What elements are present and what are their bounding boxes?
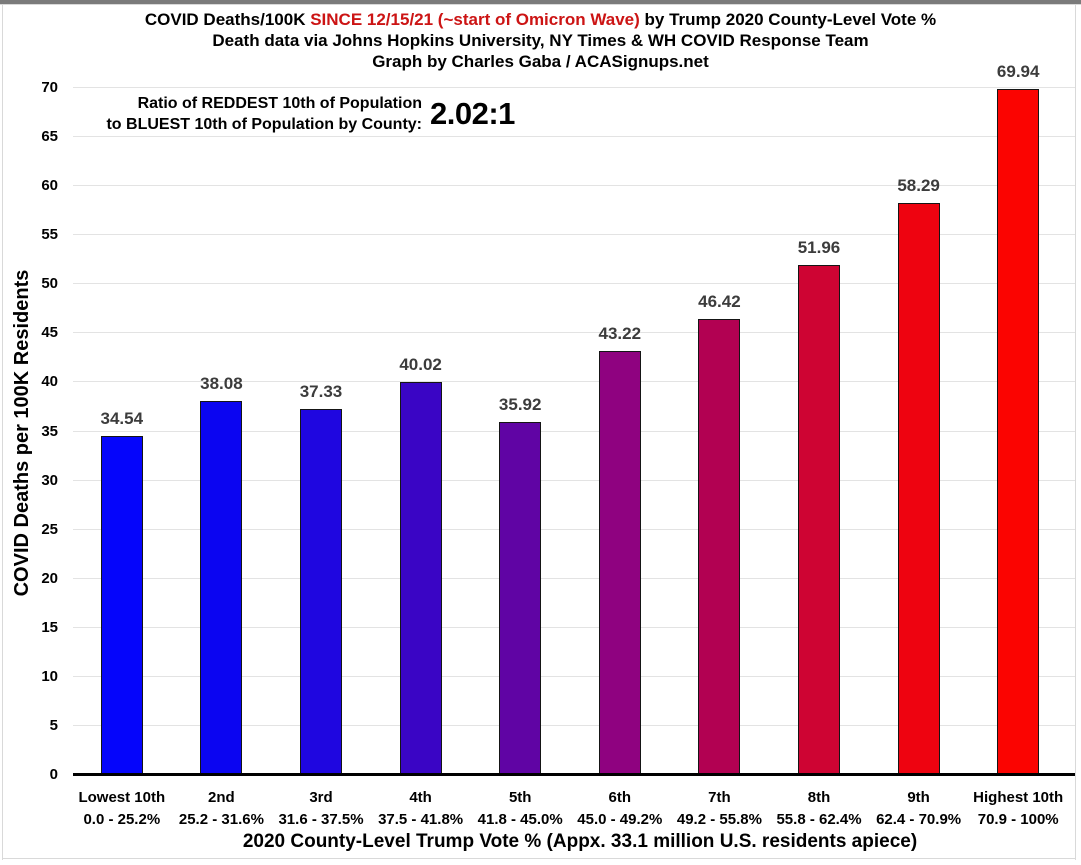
y-gridline [73,479,1075,481]
bar-value-label: 35.92 [498,395,542,415]
chart-title-block: COVID Deaths/100K SINCE 12/15/21 (~start… [0,9,1081,72]
x-category-label: Lowest 10th 0.0 - 25.2% [67,787,177,831]
y-tick-label: 20 [41,569,58,587]
x-category-label: 8th 55.8 - 62.4% [764,787,874,831]
x-axis-title: 2020 County-Level Trump Vote % (Appx. 33… [242,831,918,852]
x-axis-baseline [73,773,1075,776]
y-gridline [73,626,1075,628]
x-category-range: 70.9 - 100% [977,811,1059,828]
bar-value-label: 40.02 [399,355,442,375]
title-suffix: by Trump 2020 County-Level Vote % [639,10,937,29]
y-gridline [73,381,1075,383]
x-category-label: 2nd 25.2 - 31.6% [166,787,276,831]
screenshot-top-edge [0,0,1081,4]
y-tick-label: 45 [41,324,58,342]
frame-line-top [0,4,1081,5]
x-category-label: 5th 41.8 - 45.0% [465,787,575,831]
x-category-tier: Highest 10th [973,789,1064,806]
x-category-label: 4th 37.5 - 41.8% [366,787,476,831]
y-tick-label: 15 [41,618,58,636]
ratio-annotation-line1: Ratio of REDDEST 10th of Population [137,95,422,112]
title-prefix: COVID Deaths/100K [144,10,311,29]
y-tick-label: 5 [49,716,58,734]
x-category-tier: 6th [608,789,632,806]
y-tick-label: 65 [41,128,58,146]
bar [200,401,243,775]
y-tick-label: 30 [41,471,58,489]
x-category-label: 3rd 31.6 - 37.5% [266,787,376,831]
bar-value-label: 37.33 [299,381,343,401]
x-category-tier: 5th [508,789,532,806]
bar [897,202,940,775]
y-tick-label: 40 [41,373,58,391]
y-tick-label: 50 [41,275,58,293]
x-category-label: 7th 49.2 - 55.8% [664,787,774,831]
bar [698,319,741,775]
y-tick-label: 60 [41,177,58,195]
frame-line-left [2,4,3,860]
bar [100,436,143,775]
frame-line-bottom [2,858,1076,859]
y-tick-label: 0 [49,766,58,783]
x-category-label: 9th 62.4 - 70.9% [864,787,974,831]
y-gridline [73,87,1075,88]
bar-value-label: 34.54 [100,409,144,428]
chart-title-line1: COVID Deaths/100K SINCE 12/15/21 (~start… [0,9,1081,30]
bar-value-label: 43.22 [598,323,642,343]
x-category-range: 45.0 - 49.2% [577,811,663,828]
x-category-tier: 2nd [208,789,235,806]
x-category-label: Highest 10th 70.9 - 100% [963,787,1073,831]
x-category-tier: 3rd [309,789,333,806]
y-tick-label: 55 [41,226,58,244]
x-category-range: 62.4 - 70.9% [876,811,962,828]
ratio-annotation: Ratio of REDDEST 10th of Population to B… [40,93,422,135]
chart-title-line3: Graph by Charles Gaba / ACASignups.net [372,52,709,71]
x-category-range: 37.5 - 41.8% [378,811,464,828]
bar-value-label: 51.96 [797,238,841,258]
x-category-range: 25.2 - 31.6% [178,811,264,828]
bar-value-label: 46.42 [698,292,741,312]
bar [997,88,1040,775]
y-gridline [73,185,1075,187]
y-gridline [73,675,1075,677]
bar [598,350,641,775]
y-gridline [73,528,1075,530]
x-category-range: 41.8 - 45.0% [477,811,563,828]
x-category-tier: 7th [708,789,731,806]
y-gridline [73,332,1075,334]
x-category-tier: Lowest 10th [78,789,166,806]
x-category-range: 0.0 - 25.2% [83,811,161,828]
bar [798,265,840,775]
y-tick-label: 35 [41,422,58,440]
y-gridline [73,724,1075,726]
ratio-annotation-line2: to BLUEST 10th of Population by County: [106,116,422,133]
x-category-label: 6th 45.0 - 49.2% [565,787,675,831]
chart-title-line2: Death data via Johns Hopkins University,… [212,31,869,50]
x-category-range: 31.6 - 37.5% [278,811,364,828]
y-tick-label: 25 [41,520,58,538]
y-tick-label: 10 [41,667,58,685]
x-category-range: 55.8 - 62.4% [776,811,862,828]
y-gridline [73,430,1075,432]
bar-value-label: 58.29 [897,175,940,195]
ratio-value: 2.02:1 [430,96,515,131]
bar [499,422,542,775]
y-gridline [73,136,1075,138]
bar-value-label: 38.08 [200,374,243,394]
bar-value-label: 69.94 [996,61,1040,81]
y-gridline [73,234,1075,236]
x-category-tier: 9th [907,789,930,806]
frame-line-right [1075,4,1076,860]
y-gridline [73,283,1075,285]
x-category-tier: 4th [409,789,432,806]
x-category-tier: 8th [807,789,831,806]
y-tick-label: 70 [41,79,58,96]
y-gridline [73,577,1075,579]
bar [300,408,342,775]
bar [399,382,442,775]
title-red-segment: SINCE 12/15/21 (~start of Omicron Wave) [310,10,640,29]
x-category-range: 49.2 - 55.8% [676,811,762,828]
